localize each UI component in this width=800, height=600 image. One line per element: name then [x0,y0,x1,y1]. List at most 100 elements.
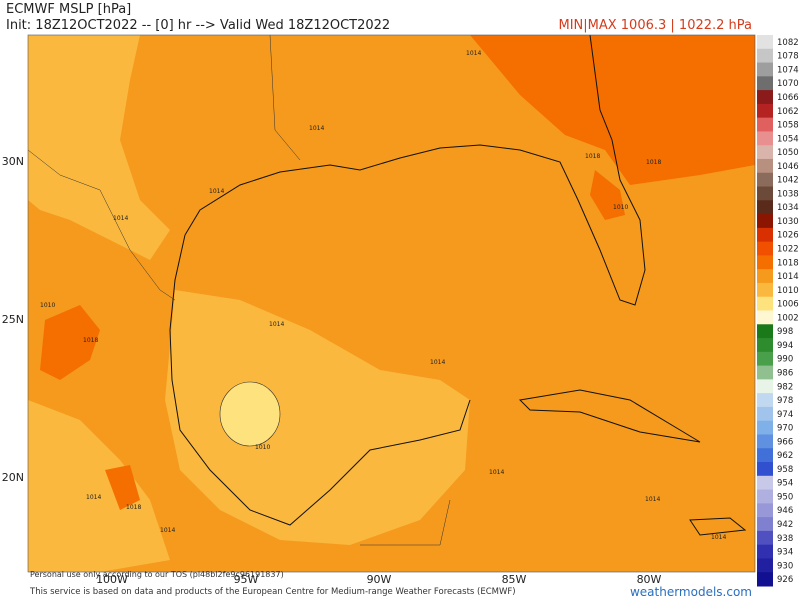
colorbar-label: 998 [777,327,793,337]
contour-labels: 1014 1014 1014 1014 1018 1018 1010 1010 … [40,50,726,541]
colorbar-label: 1062 [777,107,799,117]
colorbar-swatch [757,76,773,91]
lat-label: 30N [2,155,24,168]
contour-label: 1014 [86,494,101,501]
colorbar-swatch [757,351,773,367]
colorbar-swatch [757,544,773,559]
contour-label: 1014 [711,534,726,541]
colorbar-label: 1046 [777,162,799,172]
colorbar-label: 1070 [777,79,799,89]
pressure-1018 [40,305,100,380]
contour-label: 1010 [613,204,628,211]
colorbar-label: 1018 [777,258,799,268]
lon-label: 85W [502,573,527,586]
colorbar-swatch [757,365,773,380]
lon-label: 90W [367,573,392,586]
contour-label: 1018 [646,159,661,166]
subtitle: Init: 18Z12OCT2022 -- [0] hr --> Valid W… [6,18,390,33]
contour-label: 1010 [40,302,55,309]
title: ECMWF MSLP [hPa] [6,2,131,17]
contour-label: 1010 [255,444,270,451]
colorbar-label: 1038 [777,189,799,199]
colorbar-label: 1034 [777,203,799,213]
pressure-1018 [105,465,140,510]
contour-label: 1014 [309,125,324,132]
colorbar-label: 1042 [777,176,799,186]
colorbar-swatch [757,448,773,463]
colorbar-label: 986 [777,368,793,378]
colorbar-label: 1026 [777,231,799,241]
lon-label: 80W [637,573,662,586]
colorbar-swatch [757,338,773,353]
contour-label: 1014 [430,359,445,366]
colorbar-swatch [757,103,773,119]
colorbar-label: 1030 [777,217,799,227]
colorbar-label: 962 [777,451,793,461]
colorbar-swatch [757,214,773,229]
colorbar-label: 974 [777,410,793,420]
contour-label: 1014 [489,469,504,476]
colorbar-swatch [757,406,773,422]
colorbar-label: 942 [777,520,793,530]
colorbar-label: 946 [777,506,793,516]
lon-label: 100W [96,573,128,586]
colorbar-swatch [757,379,773,394]
colorbar-swatch [757,90,773,105]
colorbar-label: 1066 [777,93,799,103]
colorbar-swatch [757,227,773,243]
colorbar-label: 1054 [777,134,799,144]
lat-label: 25N [2,313,24,326]
colorbar-swatch [757,517,773,532]
contour-label: 1014 [645,496,660,503]
colorbar-label: 1010 [777,286,799,296]
pressure-1018 [590,170,625,220]
colorbar-label: 982 [777,382,793,392]
colorbar-label: 1078 [777,52,799,62]
colorbar-label: 1050 [777,148,799,158]
colorbar-label: 1014 [777,272,799,282]
contour-label: 1018 [585,153,600,160]
lat-label: 20N [2,471,24,484]
colorbar-swatch [757,282,773,298]
colorbar-swatch [757,241,773,256]
min-max: MIN|MAX 1006.3 | 1022.2 hPa [558,18,752,33]
colorbar-swatch [757,489,773,504]
colorbar-swatch [757,62,773,77]
colorbar-swatch [757,530,773,546]
colorbar-label: 1022 [777,245,799,255]
colorbar-label: 954 [777,479,793,489]
colorbar-swatch [757,324,773,339]
map-frame [27,34,756,573]
colorbar-label: 978 [777,396,793,406]
colorbar-swatch [757,48,773,64]
watermark[interactable]: weathermodels.com [630,585,752,599]
colorbar-swatch [757,35,773,50]
pressure-1010 [28,35,170,260]
pressure-1010 [28,400,170,572]
colorbar-swatch [757,172,773,188]
colorbar-swatch [757,186,773,201]
colorbar-swatch [757,269,773,284]
lon-label: 95W [234,573,259,586]
colorbar-label: 926 [777,575,793,585]
colorbar-swatch [757,255,773,270]
tos-note: Personal use only according to our TOS (… [30,570,284,579]
colorbar-swatch [757,296,773,311]
colorbar-label: 990 [777,355,793,365]
colorbar-swatch [757,434,773,449]
colorbar-swatch [757,145,773,160]
colorbar-swatch [757,310,773,325]
colorbar-swatch [757,393,773,408]
contour-label: 1014 [209,188,224,195]
colorbar-label: 950 [777,492,793,502]
colorbar: 1082 1078 1074 1070 1066 1062 1058 1054 1050 1046… [757,35,799,587]
coastlines [169,35,747,536]
colorbar-swatch [757,503,773,518]
borders [28,35,451,546]
contour-label: 1014 [269,321,284,328]
credit: This service is based on data and produc… [29,587,516,597]
pressure-1010 [165,290,470,545]
colorbar-swatch [757,131,773,146]
